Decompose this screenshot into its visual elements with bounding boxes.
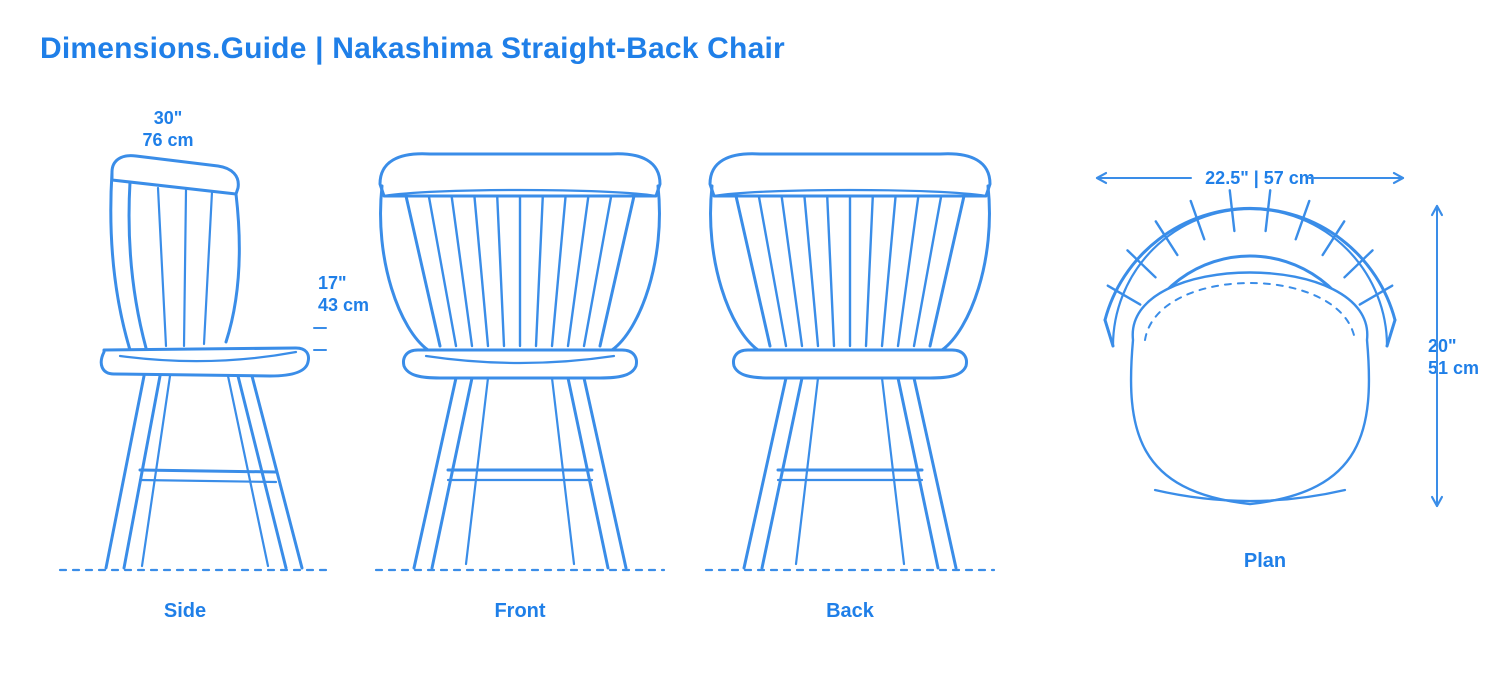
technical-drawing [0,0,1500,675]
